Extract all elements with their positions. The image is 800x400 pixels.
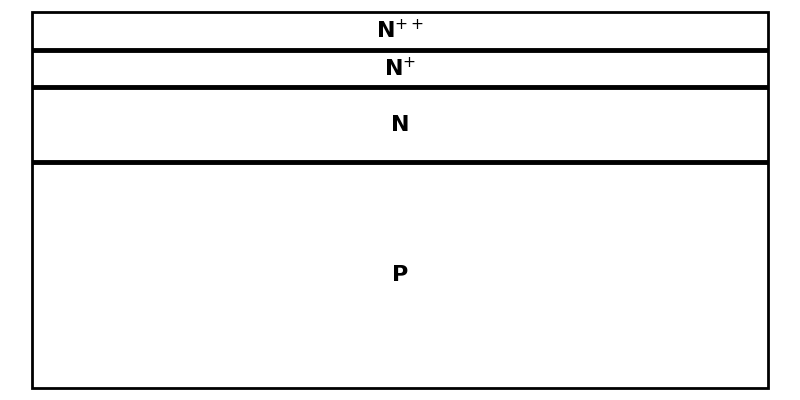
Text: P: P — [392, 265, 408, 285]
Text: N$^{++}$: N$^{++}$ — [376, 19, 424, 42]
Bar — [32, 87, 768, 162]
Text: N: N — [390, 115, 410, 135]
Bar — [32, 12, 768, 50]
Bar — [32, 162, 768, 388]
Text: N$^{+}$: N$^{+}$ — [384, 57, 416, 80]
Bar — [32, 50, 768, 87]
